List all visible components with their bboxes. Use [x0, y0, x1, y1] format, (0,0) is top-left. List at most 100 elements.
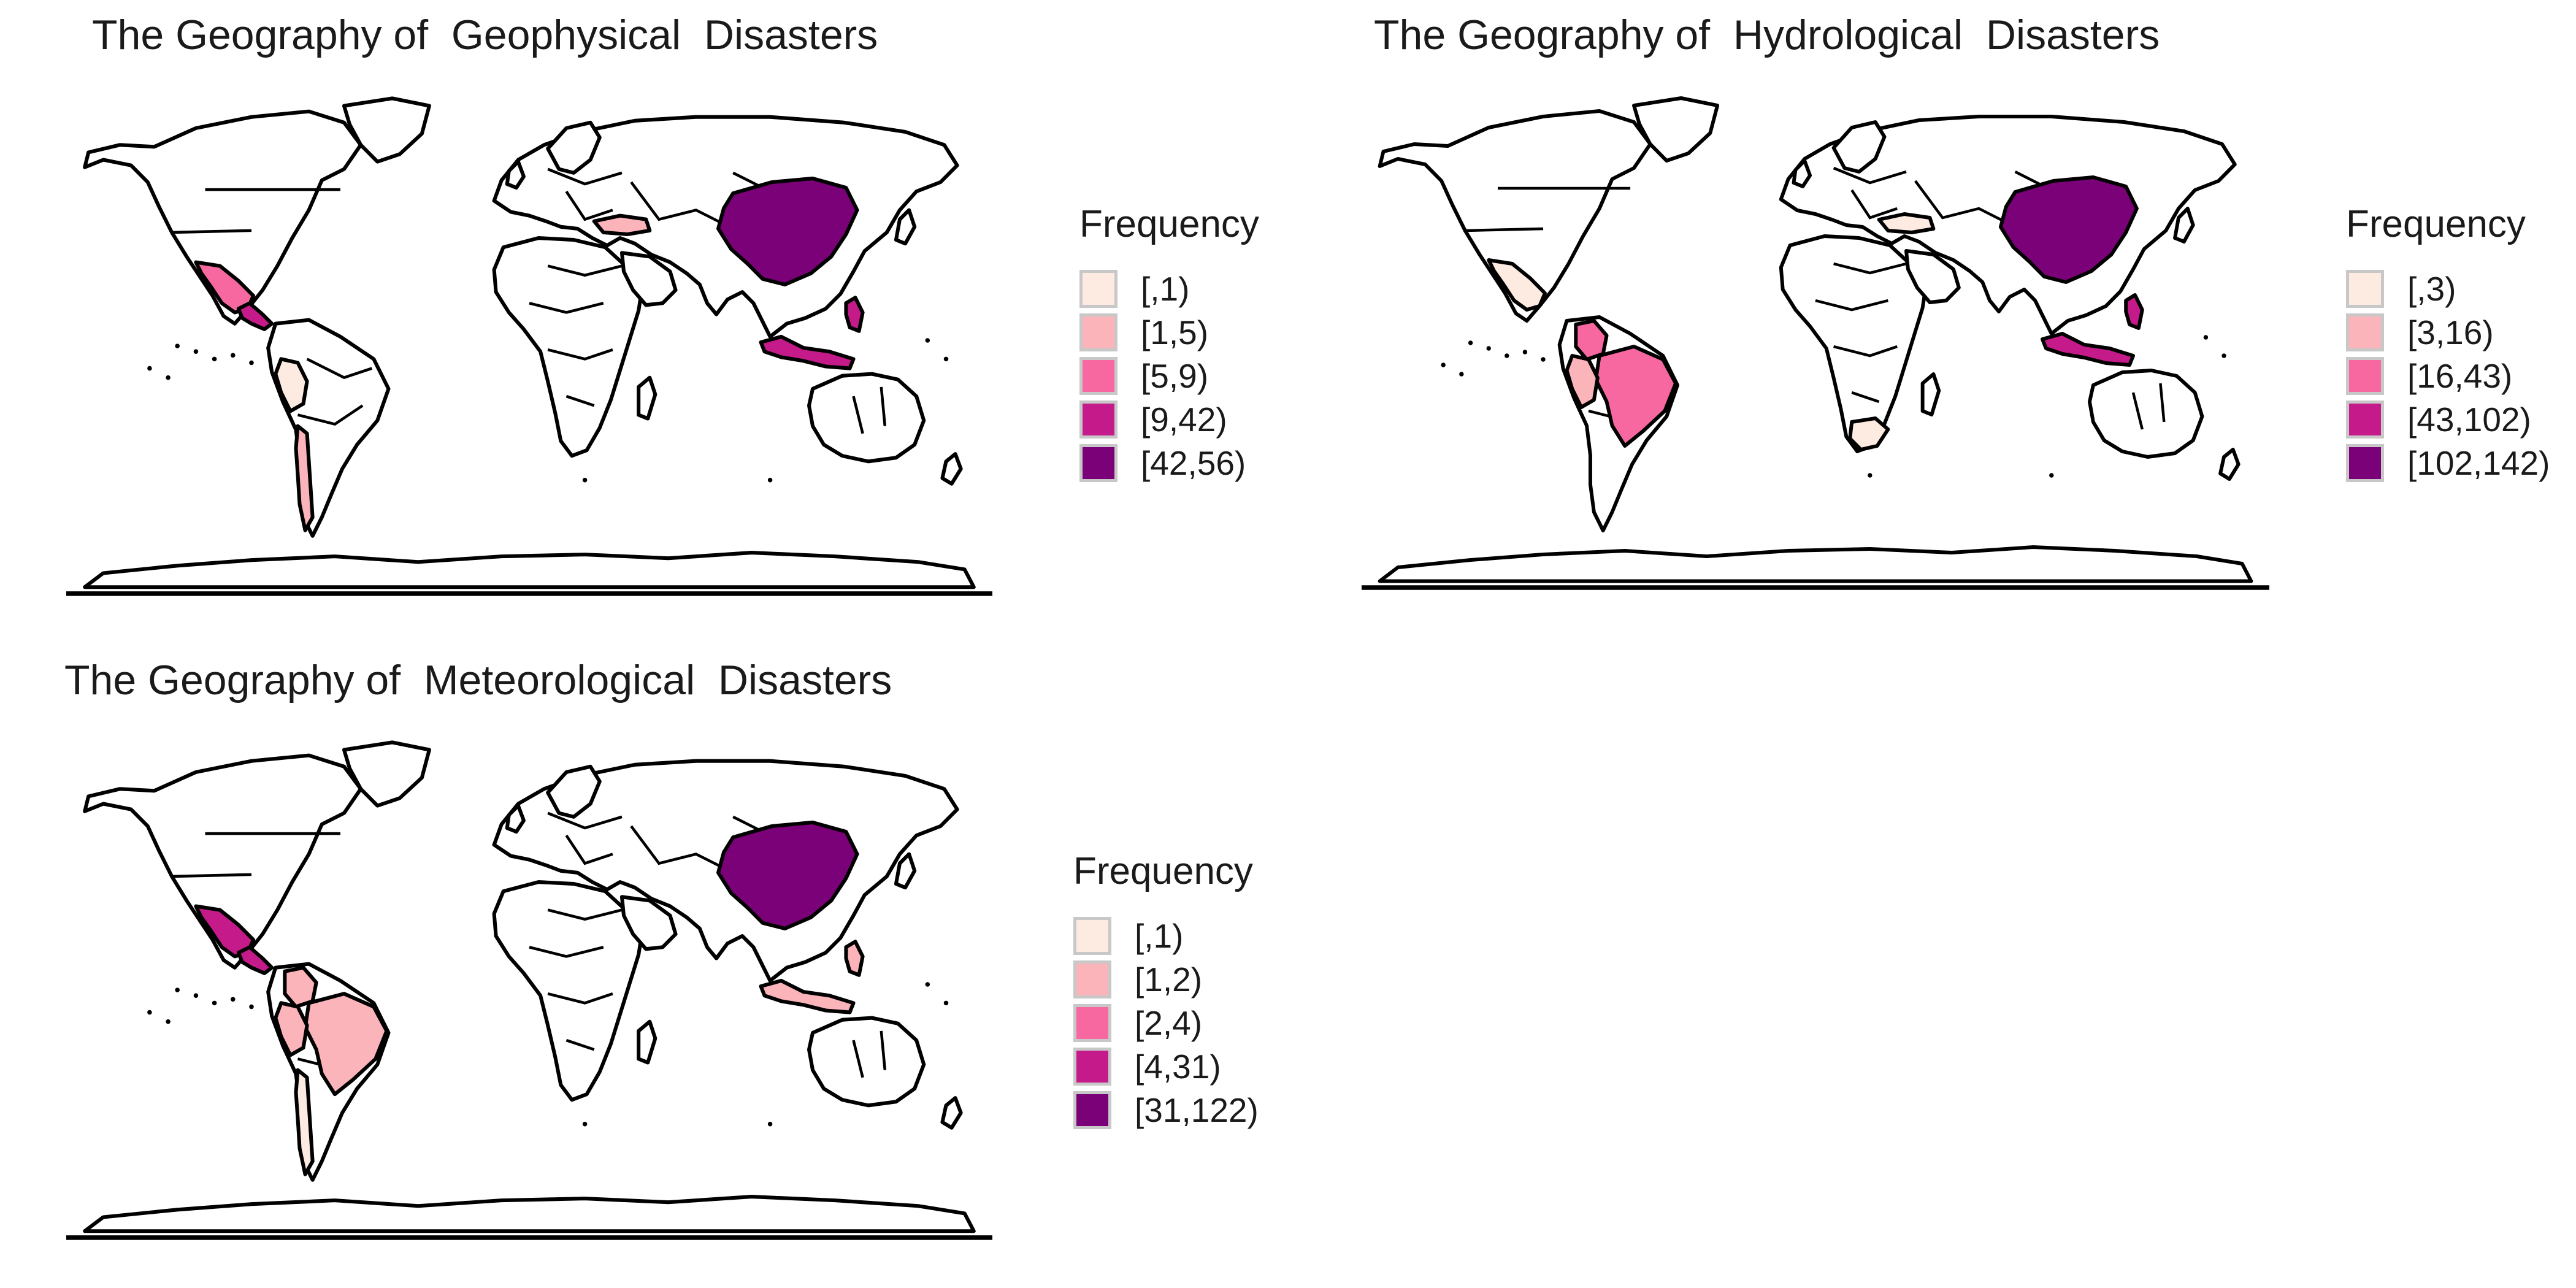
island-dot [1522, 350, 1528, 355]
legend-item: [5,9) [1079, 354, 1259, 397]
legend-swatch [1079, 313, 1117, 351]
landmass-uk [1792, 159, 1812, 188]
legend-swatch [1073, 1047, 1111, 1086]
legend-swatch [1079, 443, 1117, 482]
landmass-madagascar [637, 375, 657, 421]
landmass-australia [807, 1016, 926, 1108]
legend-item: [4,31) [1073, 1045, 1259, 1088]
country-border [172, 229, 252, 234]
legend-label: [1,2) [1135, 960, 1203, 999]
country-border [1850, 189, 1898, 220]
legend-item: [9,42) [1079, 397, 1259, 441]
country-border [1851, 391, 1880, 404]
legend-label: [42,56) [1141, 443, 1246, 482]
country-border [529, 946, 604, 958]
island-dot [1459, 372, 1464, 377]
island-dot [1441, 362, 1446, 367]
region-central-america [236, 945, 274, 975]
island-dot [175, 343, 180, 348]
island-dot [147, 366, 152, 371]
landmass-australia [807, 372, 926, 464]
landmass-greenland [342, 96, 431, 164]
island-dot [2203, 335, 2209, 340]
landmass-madagascar [637, 1019, 657, 1065]
landmass-antarctica [83, 551, 976, 589]
legend-label: [5,9) [1141, 356, 1209, 395]
island-dot [582, 477, 588, 483]
region-turkey [592, 213, 652, 236]
legend-title: Frequency [1073, 850, 1253, 892]
landmass-north-america [1378, 109, 1652, 323]
landmass-arabia [619, 251, 678, 307]
landmass-scandinavia [546, 764, 602, 819]
country-border [565, 834, 613, 865]
legend-item: [1,5) [1079, 310, 1259, 354]
country-border [1815, 299, 1888, 312]
island-dot [1505, 353, 1509, 358]
legend-label: [16,43) [2407, 356, 2513, 395]
legend-swatch [2346, 443, 2384, 482]
legend-item: [1,2) [1073, 957, 1259, 1001]
region-peru [1565, 354, 1600, 409]
legend: Frequency [,1) [1,2) [2,4) [4,31) [31,12… [1073, 849, 1259, 1132]
island-dot [2221, 353, 2226, 358]
country-border [547, 167, 623, 186]
legend-swatch [1079, 400, 1117, 439]
region-south-africa [1848, 416, 1890, 451]
island-dot [925, 982, 930, 987]
legend-label: [43,102) [2407, 400, 2531, 439]
world-map [66, 96, 992, 596]
legend-title: Frequency [1079, 203, 1259, 245]
island-dot [2049, 473, 2054, 478]
island-dot [166, 375, 171, 380]
landmass-africa [492, 880, 645, 1102]
landmass-scandinavia [1831, 120, 1887, 174]
island-dot [231, 353, 236, 358]
region-indonesia [759, 334, 856, 370]
region-philippines [844, 940, 865, 977]
legend-label: [,3) [2407, 269, 2456, 308]
legend-label: [3,16) [2407, 313, 2494, 351]
legend-swatch [2346, 269, 2384, 308]
legend-title: Frequency [2346, 203, 2526, 245]
legend-item: [3,16) [2346, 310, 2550, 354]
region-peru [274, 1001, 309, 1057]
legend-label: [9,42) [1141, 400, 1227, 439]
legend-label: [,1) [1141, 269, 1190, 308]
region-indonesia [2041, 332, 2135, 367]
country-border [547, 811, 623, 830]
landmass-nz [940, 452, 963, 486]
landmass-madagascar [1920, 372, 1941, 416]
landmass-south-america [266, 318, 391, 538]
island-dot [1868, 473, 1873, 478]
region-brazil [1593, 345, 1678, 448]
country-border [547, 908, 623, 921]
legend-swatch [1073, 1003, 1111, 1042]
region-peru [274, 357, 309, 413]
country-border [297, 404, 364, 426]
landmass-uk [505, 159, 526, 190]
region-china [716, 820, 859, 930]
landmass-north-america [83, 109, 363, 326]
island-dot [212, 356, 217, 362]
country-border [1914, 180, 2016, 229]
island-dot [767, 477, 773, 483]
island-dot [249, 360, 254, 366]
island-dot [147, 1010, 152, 1015]
country-border [1465, 227, 1544, 232]
legend-label: [,1) [1135, 916, 1184, 955]
region-china [716, 176, 859, 286]
legend-swatch [1079, 356, 1117, 395]
panel-title: The Geography of Hydrological Disasters [1374, 12, 2160, 58]
legend-item: [42,56) [1079, 441, 1259, 485]
legend-label: [102,142) [2407, 443, 2550, 482]
country-border [172, 873, 252, 878]
country-border [1833, 262, 1907, 275]
island-dot [1541, 357, 1546, 362]
landmass-greenland [1632, 96, 1720, 163]
country-border [852, 1040, 864, 1078]
landmass-nz [2218, 448, 2241, 481]
legend-item: [2,4) [1073, 1001, 1259, 1045]
island-dot [175, 987, 180, 992]
country-border [565, 1038, 595, 1051]
